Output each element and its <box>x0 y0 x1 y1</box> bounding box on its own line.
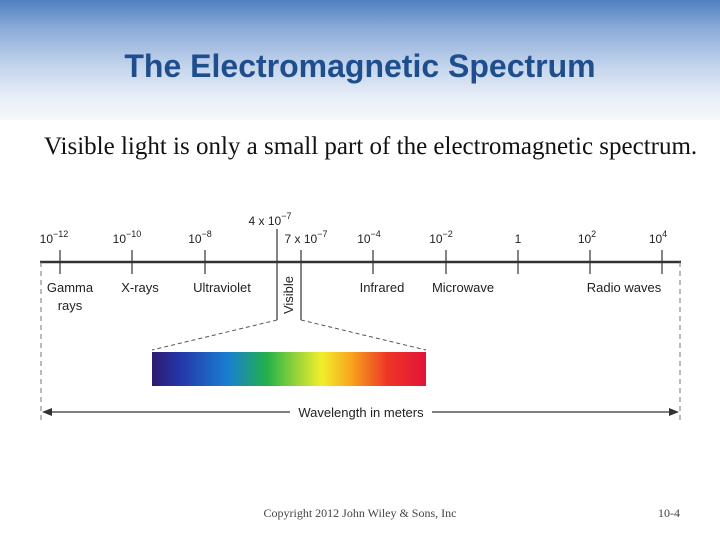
body-text: Visible light is only a small part of th… <box>44 133 698 160</box>
footer-copyright: Copyright 2012 John Wiley & Sons, Inc <box>263 506 457 520</box>
scale-label: 104 <box>649 229 667 246</box>
region-label-ultraviolet: Ultraviolet <box>193 280 251 295</box>
scale-label: 10−2 <box>429 229 453 246</box>
scale-label: 10−4 <box>357 229 381 246</box>
region-label-radio: Radio waves <box>587 280 662 295</box>
scale-label: 1 <box>515 232 522 246</box>
slide-number: 10-4 <box>658 506 680 520</box>
scale-label: 10−8 <box>188 229 212 246</box>
header-banner <box>0 0 720 120</box>
scale-label: 7 x 10−7 <box>285 229 328 246</box>
axis-ticks <box>59 229 663 320</box>
visible-spectrum-bar <box>152 352 426 386</box>
wavelength-arrow <box>42 408 679 416</box>
region-label-microwave: Microwave <box>432 280 494 295</box>
axis-label: Wavelength in meters <box>298 405 424 420</box>
region-label-gamma-line2: rays <box>58 298 83 313</box>
expansion-lines <box>151 319 427 351</box>
region-label-infrared: Infrared <box>360 280 405 295</box>
upper-label: 4 x 10−7 <box>249 211 292 228</box>
scale-label: 10−12 <box>40 229 69 246</box>
region-label-xrays: X-rays <box>121 280 159 295</box>
scale-label: 102 <box>578 229 596 246</box>
scale-label: 10−10 <box>113 229 142 246</box>
slide-title: The Electromagnetic Spectrum <box>124 48 596 84</box>
region-label-gamma: Gamma <box>47 280 94 295</box>
region-label-visible: Visible <box>281 276 296 314</box>
